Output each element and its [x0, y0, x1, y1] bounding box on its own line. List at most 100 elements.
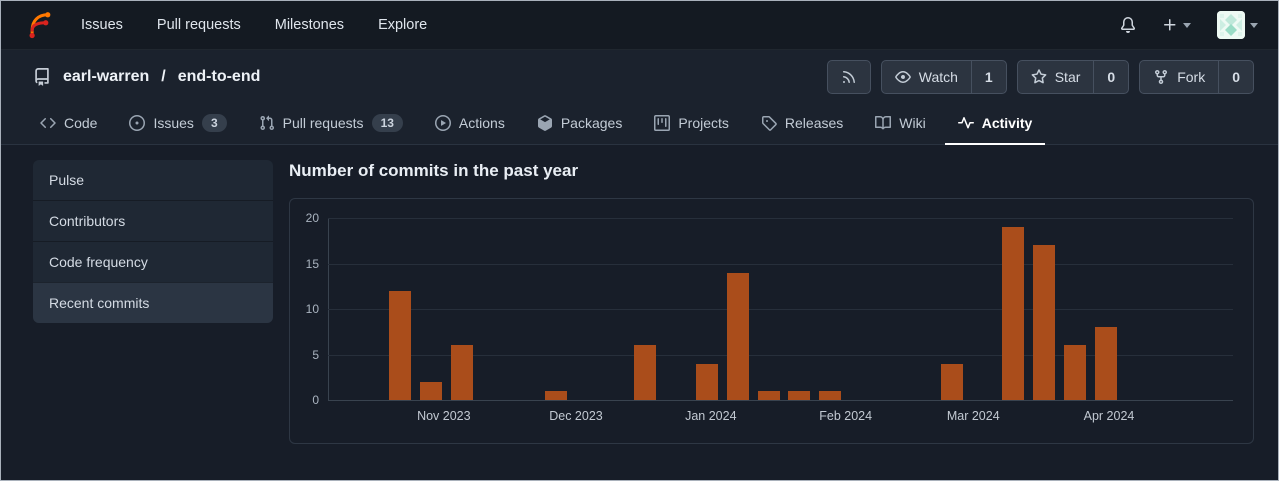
- tab-wiki[interactable]: Wiki: [862, 102, 938, 145]
- gridline: [328, 309, 1233, 310]
- commit-bar: [1032, 245, 1055, 400]
- gridline: [328, 218, 1233, 219]
- repo-header: earl-warren / end-to-end Watch 1 Star: [1, 50, 1278, 102]
- tab-label: Releases: [784, 114, 844, 131]
- create-new-button[interactable]: [1162, 17, 1191, 33]
- commit-bar: [450, 345, 473, 400]
- tab-releases[interactable]: Releases: [748, 102, 856, 145]
- tab-label: Packages: [560, 114, 623, 131]
- tab-issues[interactable]: Issues 3: [116, 102, 239, 145]
- issue-icon: [129, 114, 146, 131]
- repo-path-separator: /: [161, 68, 166, 85]
- repo-name-link[interactable]: end-to-end: [177, 68, 261, 85]
- commit-bar: [819, 390, 842, 400]
- commit-bar: [1002, 227, 1025, 400]
- x-axis-tick-label: Apr 2024: [1083, 409, 1135, 423]
- tab-count-badge: 3: [201, 113, 227, 132]
- commit-bar: [389, 290, 412, 400]
- tab-actions[interactable]: Actions: [422, 102, 518, 145]
- repo-icon: [33, 68, 51, 86]
- tab-projects[interactable]: Projects: [641, 102, 742, 145]
- tab-label: Pull requests: [282, 114, 364, 131]
- commit-bar: [696, 363, 719, 400]
- tab-label: Projects: [678, 114, 729, 131]
- rss-button[interactable]: [828, 61, 870, 93]
- sidebar-item-recent-commits[interactable]: Recent commits: [33, 282, 273, 323]
- pulse-icon: [957, 115, 974, 131]
- watch-button-group: Watch 1: [880, 60, 1007, 94]
- tab-label: Issues: [153, 114, 194, 131]
- package-icon: [537, 114, 553, 131]
- commit-bar: [633, 345, 656, 400]
- plus-icon: [1162, 17, 1178, 33]
- project-board-icon: [654, 114, 671, 131]
- pull-request-icon: [259, 115, 275, 131]
- play-circle-icon: [434, 114, 451, 131]
- watch-count[interactable]: 1: [970, 61, 1006, 93]
- star-label: Star: [1054, 69, 1081, 85]
- navbar-links: Issues Pull requests Milestones Explore: [81, 17, 427, 33]
- chevron-down-icon: [1183, 22, 1191, 28]
- fork-label: Fork: [1177, 69, 1206, 85]
- y-axis-tick-label: 10: [305, 302, 319, 316]
- bell-icon: [1120, 17, 1136, 33]
- y-axis-tick-label: 15: [305, 256, 319, 271]
- x-axis-tick-label: Feb 2024: [819, 409, 873, 423]
- commit-bar: [545, 390, 568, 400]
- forgejo-logo[interactable]: [23, 10, 53, 40]
- star-count[interactable]: 0: [1093, 61, 1128, 93]
- commit-bar: [726, 272, 749, 400]
- activity-content: Pulse Contributors Code frequency Recent co…: [1, 145, 1278, 444]
- star-button[interactable]: Star: [1018, 61, 1094, 93]
- tab-count-badge: 13: [371, 113, 403, 132]
- top-navbar: Issues Pull requests Milestones Explore: [1, 1, 1278, 50]
- watch-label: Watch: [918, 69, 958, 85]
- x-axis-line: [328, 400, 1233, 401]
- commit-bar: [941, 363, 964, 400]
- main-panel: Number of commits in the past year 0 5 10 1…: [289, 160, 1254, 444]
- sidebar-item-code-frequency[interactable]: Code frequency: [33, 241, 273, 282]
- y-axis-tick-label: 5: [312, 347, 319, 362]
- nav-link-explore[interactable]: Explore: [378, 17, 428, 33]
- notifications-button[interactable]: [1120, 17, 1136, 33]
- fork-count[interactable]: 0: [1218, 61, 1253, 93]
- tab-packages[interactable]: Packages: [524, 102, 635, 145]
- x-axis-tick-label: Dec 2023: [549, 409, 603, 423]
- user-menu-button[interactable]: [1217, 11, 1258, 39]
- nav-link-milestones[interactable]: Milestones: [274, 17, 345, 33]
- sidebar-item-contributors[interactable]: Contributors: [33, 200, 273, 241]
- avatar: [1217, 11, 1245, 39]
- repo-title: earl-warren / end-to-end: [33, 68, 260, 86]
- tag-icon: [761, 115, 777, 131]
- chevron-down-icon: [1250, 22, 1258, 28]
- tab-label: Activity: [981, 114, 1033, 131]
- fork-button-group: Fork 0: [1139, 60, 1254, 94]
- x-axis-tick-label: Nov 2023: [417, 409, 471, 423]
- tab-activity[interactable]: Activity: [944, 102, 1046, 145]
- repo-actions: Watch 1 Star 0 Fork 0: [826, 60, 1254, 94]
- repo-owner-link[interactable]: earl-warren: [63, 68, 150, 85]
- fork-button[interactable]: Fork: [1140, 61, 1218, 93]
- tab-label: Actions: [458, 114, 505, 131]
- nav-link-pull-requests[interactable]: Pull requests: [156, 17, 241, 33]
- commits-chart-panel[interactable]: 0 5 10 15 20 Nov 2023 Dec 2023 Jan 2024 Feb 2024…: [289, 198, 1254, 444]
- book-icon: [875, 115, 892, 131]
- rss-button-group: [826, 60, 871, 94]
- commit-bar: [757, 390, 780, 400]
- tab-label: Wiki: [899, 114, 926, 131]
- rss-icon: [841, 69, 857, 85]
- watch-button[interactable]: Watch: [882, 61, 971, 93]
- forgejo-logo-icon: [29, 12, 51, 39]
- x-axis-tick-label: Mar 2024: [946, 409, 1000, 423]
- sidebar-item-pulse[interactable]: Pulse: [49, 172, 85, 188]
- tab-pull-requests[interactable]: Pull requests 13: [246, 102, 416, 145]
- eye-icon: [894, 69, 911, 85]
- chart-title: Number of commits in the past year: [289, 161, 579, 180]
- tab-label: Code: [64, 114, 98, 131]
- nav-link-issues[interactable]: Issues: [81, 17, 123, 33]
- commit-bar: [420, 381, 443, 400]
- commits-bar-chart: 0 5 10 15 20 Nov 2023 Dec 2023 Jan 2024 Feb 2024…: [306, 211, 1233, 423]
- tab-code[interactable]: Code: [27, 102, 110, 145]
- gridline: [328, 354, 1233, 356]
- x-axis-tick-label: Jan 2024: [685, 409, 737, 423]
